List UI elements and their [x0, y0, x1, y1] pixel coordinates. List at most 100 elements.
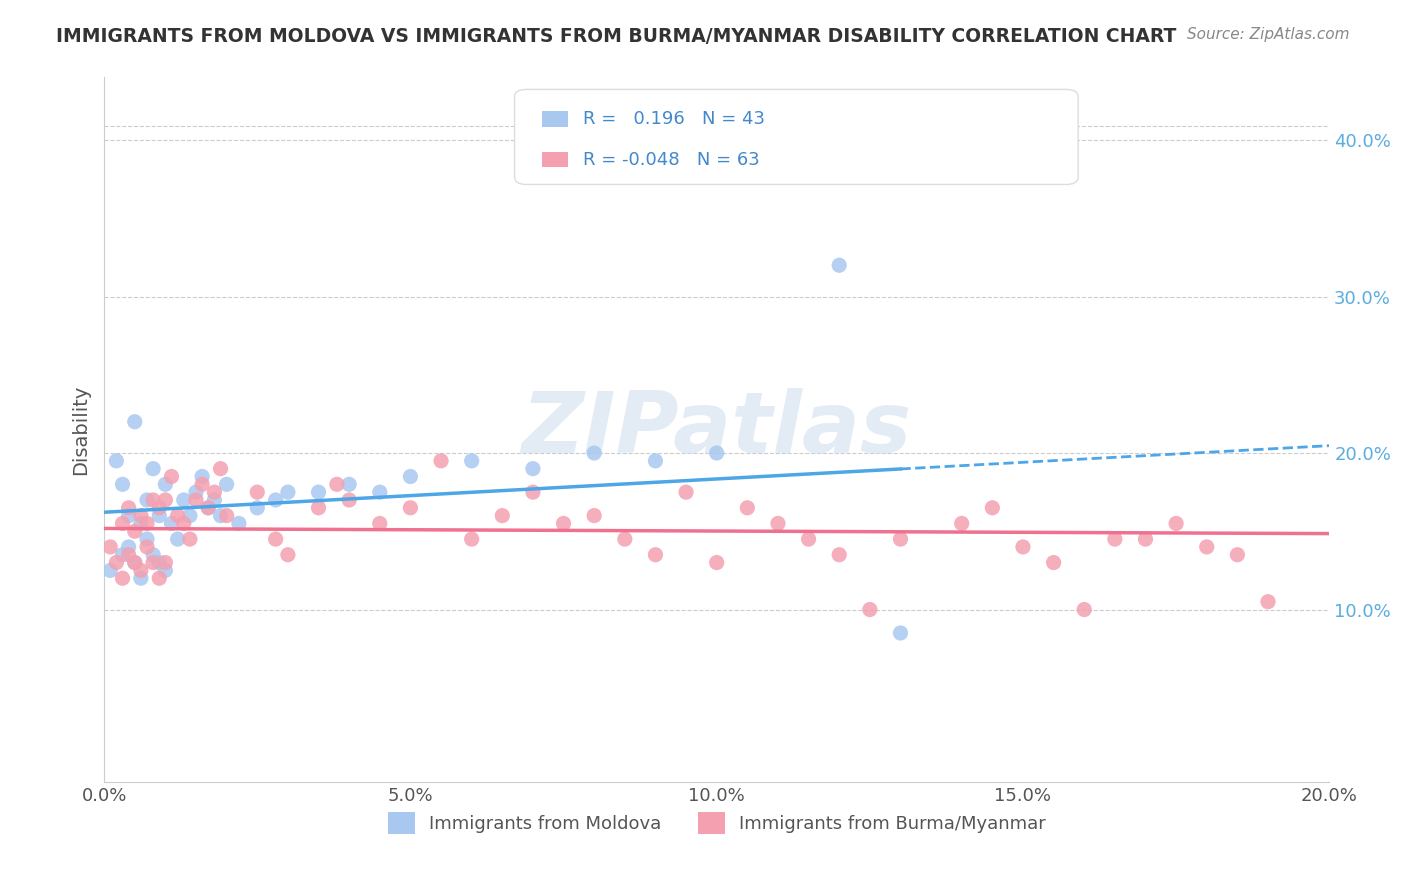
Point	[142, 461, 165, 475]
Point	[129, 563, 152, 577]
Point	[209, 508, 232, 523]
Point	[191, 477, 214, 491]
Point	[308, 500, 330, 515]
Point	[202, 493, 225, 508]
Point	[197, 500, 219, 515]
Point	[184, 493, 207, 508]
Point	[197, 500, 219, 515]
Point	[1195, 540, 1218, 554]
Point	[1073, 602, 1095, 616]
Point	[129, 508, 152, 523]
Point	[98, 563, 121, 577]
Point	[613, 532, 636, 546]
Point	[179, 508, 201, 523]
Point	[337, 493, 360, 508]
Point	[111, 571, 134, 585]
Point	[155, 563, 177, 577]
Point	[191, 469, 214, 483]
Point	[522, 485, 544, 500]
Point	[117, 548, 139, 562]
Point	[148, 556, 170, 570]
Point	[430, 454, 453, 468]
Point	[491, 508, 513, 523]
Point	[155, 477, 177, 491]
Point	[148, 500, 170, 515]
Point	[460, 454, 482, 468]
Point	[124, 415, 146, 429]
Point	[136, 540, 159, 554]
Point	[1226, 548, 1249, 562]
Point	[766, 516, 789, 531]
Point	[215, 508, 238, 523]
Point	[277, 485, 299, 500]
Text: IMMIGRANTS FROM MOLDOVA VS IMMIGRANTS FROM BURMA/MYANMAR DISABILITY CORRELATION : IMMIGRANTS FROM MOLDOVA VS IMMIGRANTS FR…	[56, 27, 1177, 45]
Bar	[541, 152, 568, 168]
Point	[136, 516, 159, 531]
Point	[179, 532, 201, 546]
Point	[155, 556, 177, 570]
Point	[828, 258, 851, 272]
Point	[644, 454, 666, 468]
Point	[797, 532, 820, 546]
Point	[142, 493, 165, 508]
Point	[460, 532, 482, 546]
Point	[399, 469, 422, 483]
Text: ZIPatlas: ZIPatlas	[522, 388, 912, 471]
Point	[117, 508, 139, 523]
Point	[166, 532, 188, 546]
Point	[583, 508, 606, 523]
Point	[1012, 540, 1035, 554]
Point	[264, 493, 287, 508]
Point	[124, 556, 146, 570]
Point	[202, 485, 225, 500]
Point	[522, 461, 544, 475]
Point	[583, 446, 606, 460]
Point	[889, 532, 911, 546]
Point	[950, 516, 973, 531]
Point	[553, 516, 575, 531]
Point	[105, 454, 128, 468]
Point	[124, 556, 146, 570]
Bar	[541, 112, 568, 127]
FancyBboxPatch shape	[515, 89, 1078, 185]
Point	[644, 548, 666, 562]
Point	[737, 500, 759, 515]
Point	[1257, 595, 1279, 609]
Point	[160, 516, 183, 531]
Point	[308, 485, 330, 500]
Point	[246, 500, 269, 515]
Point	[706, 446, 728, 460]
Point	[1135, 532, 1157, 546]
Point	[1104, 532, 1126, 546]
Point	[160, 469, 183, 483]
Legend: Immigrants from Moldova, Immigrants from Burma/Myanmar: Immigrants from Moldova, Immigrants from…	[378, 803, 1054, 843]
Point	[136, 532, 159, 546]
Text: R = -0.048   N = 63: R = -0.048 N = 63	[583, 151, 759, 169]
Point	[264, 532, 287, 546]
Point	[111, 477, 134, 491]
Point	[173, 516, 195, 531]
Point	[129, 516, 152, 531]
Point	[111, 516, 134, 531]
Point	[277, 548, 299, 562]
Point	[828, 548, 851, 562]
Point	[859, 602, 882, 616]
Point	[368, 485, 391, 500]
Point	[215, 477, 238, 491]
Y-axis label: Disability: Disability	[72, 384, 90, 475]
Text: R =   0.196   N = 43: R = 0.196 N = 43	[583, 110, 765, 128]
Point	[111, 548, 134, 562]
Point	[129, 571, 152, 585]
Point	[981, 500, 1004, 515]
Point	[155, 493, 177, 508]
Point	[184, 485, 207, 500]
Point	[98, 540, 121, 554]
Point	[209, 461, 232, 475]
Point	[173, 493, 195, 508]
Point	[889, 626, 911, 640]
Point	[142, 548, 165, 562]
Point	[706, 556, 728, 570]
Point	[142, 556, 165, 570]
Text: Source: ZipAtlas.com: Source: ZipAtlas.com	[1187, 27, 1350, 42]
Point	[136, 493, 159, 508]
